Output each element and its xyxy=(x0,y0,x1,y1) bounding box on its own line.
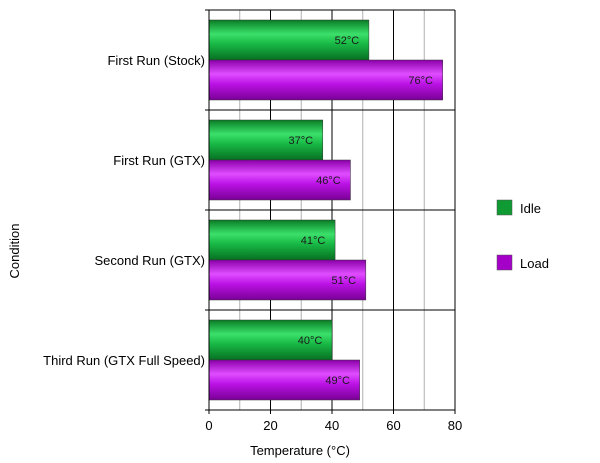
data-label: 76°C xyxy=(408,75,433,87)
idle-bar xyxy=(208,219,336,261)
data-label: 52°C xyxy=(335,35,360,47)
data-label: 46°C xyxy=(316,175,341,187)
load-bar xyxy=(208,259,367,301)
legend-label: Load xyxy=(520,256,549,271)
load-bar xyxy=(208,159,351,201)
bars xyxy=(208,19,443,401)
legend-swatch xyxy=(496,199,513,216)
category-label: First Run (GTX) xyxy=(113,153,205,168)
category-label: First Run (Stock) xyxy=(107,53,205,68)
data-label: 40°C xyxy=(298,335,323,347)
idle-bar xyxy=(208,119,324,161)
legend-label: Idle xyxy=(520,201,541,216)
y-axis-title: Condition xyxy=(7,224,22,279)
legend: Idle Load xyxy=(496,199,549,271)
category-label: Second Run (GTX) xyxy=(94,253,205,268)
idle-bar xyxy=(208,319,333,361)
data-label: 41°C xyxy=(301,235,326,247)
x-tick-label: 80 xyxy=(448,418,462,433)
legend-swatch xyxy=(496,254,513,271)
x-tick-label: 60 xyxy=(386,418,400,433)
x-axis-title: Temperature (°C) xyxy=(250,443,350,458)
data-label: 37°C xyxy=(288,135,313,147)
load-bar xyxy=(208,359,360,401)
load-bar xyxy=(208,59,443,101)
data-label: 49°C xyxy=(325,375,350,387)
x-tick-label: 0 xyxy=(205,418,212,433)
x-tick-label: 40 xyxy=(325,418,339,433)
data-label: 51°C xyxy=(332,275,357,287)
axes xyxy=(205,9,456,414)
labels: 52°C 76°C First Run (Stock) 37°C 46°C First R… xyxy=(43,35,462,433)
category-label: Third Run (GTX Full Speed) xyxy=(43,353,205,368)
x-tick-label: 20 xyxy=(263,418,277,433)
